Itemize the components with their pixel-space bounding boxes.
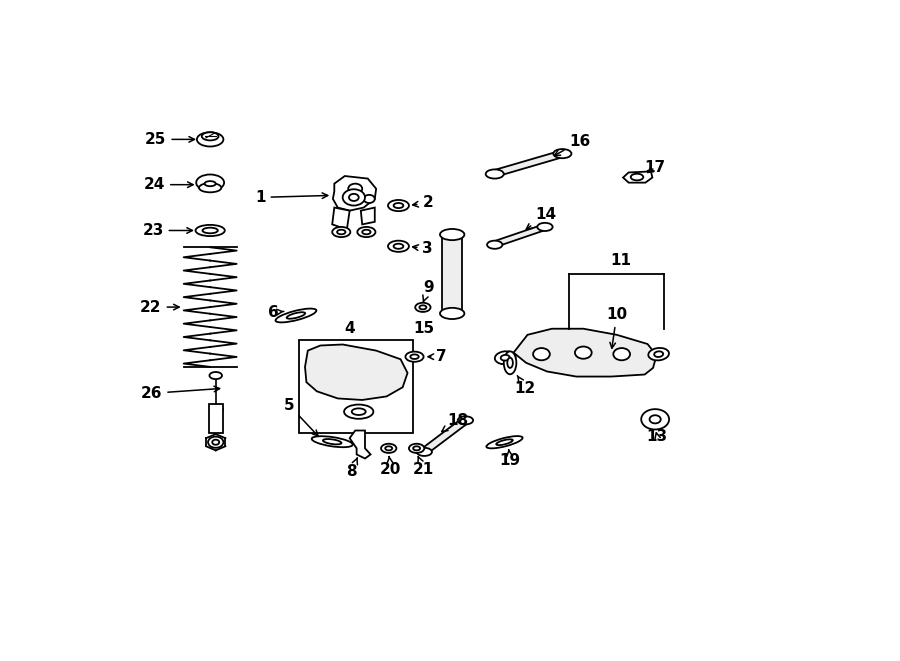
- Ellipse shape: [487, 241, 502, 249]
- Text: 8: 8: [346, 458, 357, 479]
- Text: 19: 19: [500, 449, 520, 467]
- Circle shape: [650, 415, 661, 424]
- Ellipse shape: [385, 446, 392, 450]
- Ellipse shape: [500, 355, 509, 360]
- Ellipse shape: [419, 305, 427, 309]
- Circle shape: [613, 348, 630, 360]
- Ellipse shape: [352, 408, 365, 415]
- Polygon shape: [623, 171, 652, 182]
- Ellipse shape: [197, 132, 223, 147]
- Ellipse shape: [486, 169, 504, 178]
- Text: 12: 12: [515, 375, 536, 396]
- Ellipse shape: [388, 241, 409, 252]
- Bar: [209, 403, 222, 433]
- Bar: [443, 235, 462, 313]
- Circle shape: [343, 189, 365, 206]
- Ellipse shape: [440, 308, 464, 319]
- Text: 22: 22: [140, 299, 179, 315]
- Text: 20: 20: [380, 457, 401, 477]
- Text: 17: 17: [644, 160, 666, 175]
- Ellipse shape: [287, 312, 305, 319]
- Ellipse shape: [204, 181, 216, 186]
- Text: 10: 10: [607, 307, 627, 348]
- Ellipse shape: [202, 132, 219, 140]
- Ellipse shape: [631, 174, 644, 180]
- Text: 7: 7: [428, 349, 447, 364]
- Ellipse shape: [405, 352, 424, 362]
- Polygon shape: [305, 344, 408, 400]
- Text: 9: 9: [423, 280, 434, 301]
- Circle shape: [575, 346, 591, 359]
- Text: 2: 2: [413, 196, 433, 210]
- Ellipse shape: [508, 358, 513, 368]
- Text: 16: 16: [554, 134, 590, 155]
- Ellipse shape: [486, 436, 523, 448]
- Circle shape: [348, 184, 362, 194]
- Text: 21: 21: [413, 457, 434, 477]
- Ellipse shape: [332, 227, 350, 237]
- Ellipse shape: [415, 303, 430, 312]
- Text: 18: 18: [442, 413, 468, 432]
- Ellipse shape: [410, 354, 419, 359]
- Ellipse shape: [504, 352, 517, 374]
- Ellipse shape: [495, 351, 516, 364]
- Ellipse shape: [393, 244, 403, 249]
- Ellipse shape: [212, 440, 220, 445]
- Text: 6: 6: [267, 305, 284, 320]
- Text: 3: 3: [413, 241, 433, 256]
- Text: 25: 25: [145, 132, 194, 147]
- Ellipse shape: [654, 352, 663, 357]
- Ellipse shape: [208, 437, 223, 447]
- Ellipse shape: [357, 227, 375, 237]
- Polygon shape: [361, 208, 374, 224]
- Ellipse shape: [409, 444, 424, 453]
- Text: 24: 24: [144, 177, 194, 192]
- Ellipse shape: [413, 446, 420, 450]
- Ellipse shape: [458, 416, 473, 424]
- Circle shape: [364, 195, 374, 203]
- Polygon shape: [491, 224, 547, 247]
- Circle shape: [641, 409, 669, 430]
- Text: 5: 5: [284, 397, 318, 436]
- Text: 15: 15: [414, 321, 435, 336]
- Text: 13: 13: [647, 429, 668, 444]
- Bar: [300, 340, 413, 433]
- Ellipse shape: [393, 203, 403, 208]
- Circle shape: [349, 194, 359, 201]
- Circle shape: [533, 348, 550, 360]
- Ellipse shape: [275, 309, 317, 323]
- Text: 23: 23: [142, 223, 193, 238]
- Ellipse shape: [417, 447, 432, 456]
- Ellipse shape: [344, 405, 374, 419]
- Ellipse shape: [338, 230, 346, 234]
- Polygon shape: [332, 208, 349, 229]
- Ellipse shape: [381, 444, 396, 453]
- Ellipse shape: [199, 183, 221, 192]
- Ellipse shape: [210, 372, 222, 379]
- Ellipse shape: [362, 230, 371, 234]
- Ellipse shape: [196, 175, 224, 191]
- Text: 1: 1: [255, 190, 328, 205]
- Ellipse shape: [440, 229, 464, 240]
- Text: 11: 11: [611, 253, 632, 268]
- Polygon shape: [421, 418, 468, 454]
- Ellipse shape: [323, 439, 341, 444]
- Text: 14: 14: [526, 207, 557, 229]
- Ellipse shape: [554, 149, 572, 158]
- Polygon shape: [514, 329, 656, 377]
- Ellipse shape: [537, 223, 553, 231]
- Ellipse shape: [311, 436, 353, 447]
- Polygon shape: [349, 430, 371, 459]
- Ellipse shape: [388, 200, 409, 211]
- Text: 4: 4: [344, 321, 355, 336]
- Ellipse shape: [195, 225, 225, 236]
- Ellipse shape: [202, 227, 218, 233]
- Polygon shape: [333, 176, 376, 211]
- Polygon shape: [491, 151, 564, 177]
- Ellipse shape: [496, 440, 513, 445]
- Text: 26: 26: [140, 386, 220, 401]
- Ellipse shape: [648, 348, 669, 360]
